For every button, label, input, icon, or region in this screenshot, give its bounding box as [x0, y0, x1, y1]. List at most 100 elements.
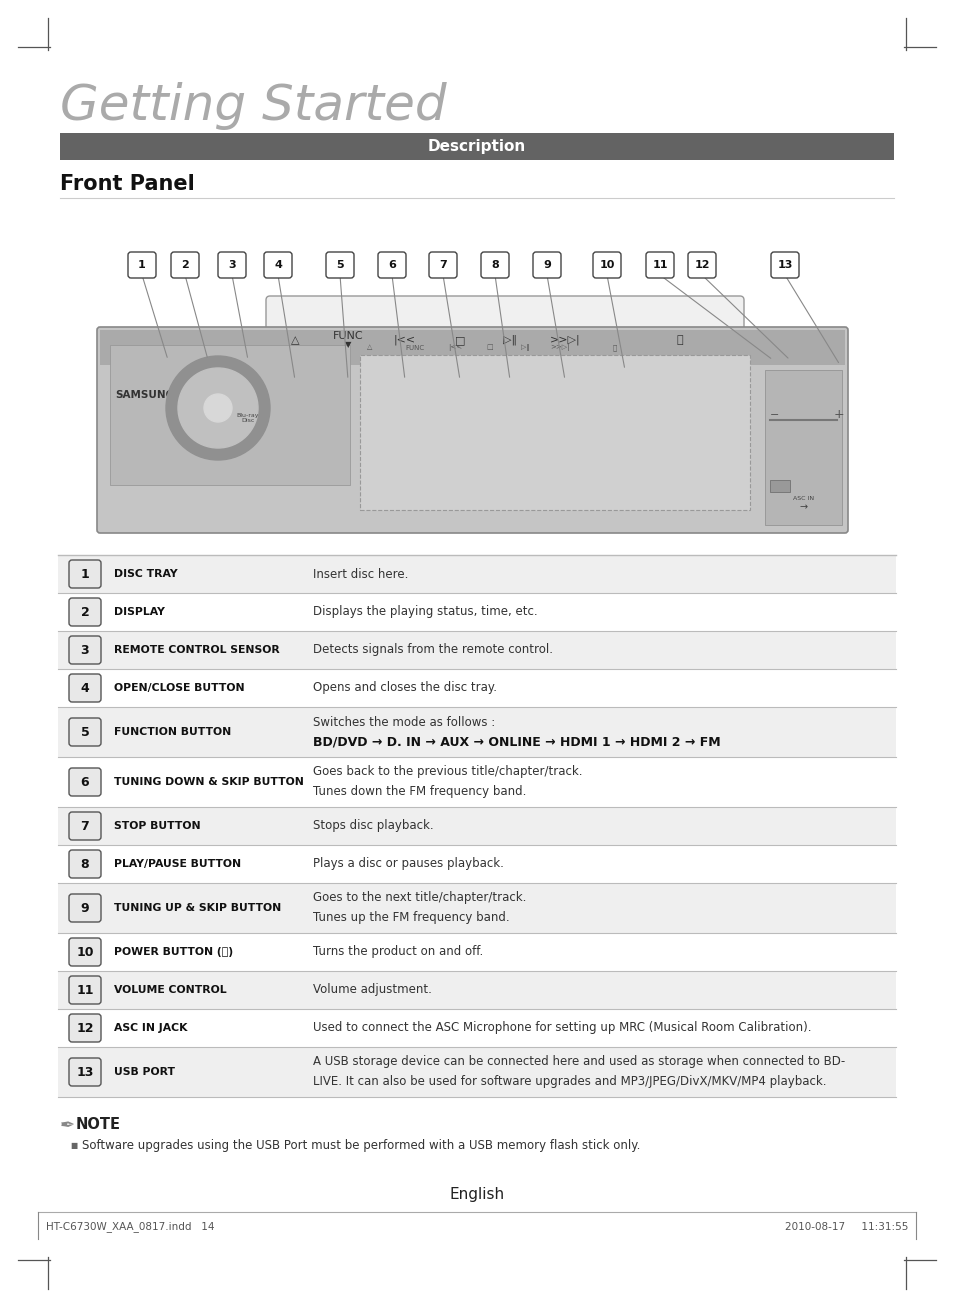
- Text: Displays the playing status, time, etc.: Displays the playing status, time, etc.: [313, 605, 537, 618]
- Text: 12: 12: [694, 260, 709, 271]
- Text: 10: 10: [76, 945, 93, 958]
- FancyBboxPatch shape: [687, 252, 716, 278]
- FancyBboxPatch shape: [69, 812, 101, 840]
- Text: ASC IN: ASC IN: [792, 495, 813, 501]
- FancyBboxPatch shape: [69, 769, 101, 796]
- Text: 9: 9: [81, 902, 90, 915]
- Text: ✒: ✒: [60, 1117, 75, 1134]
- Text: 3: 3: [81, 643, 90, 656]
- Bar: [58, 933, 895, 971]
- Text: Tunes down the FM frequency band.: Tunes down the FM frequency band.: [313, 786, 526, 799]
- Text: 5: 5: [335, 260, 343, 271]
- FancyBboxPatch shape: [69, 559, 101, 588]
- Text: 6: 6: [388, 260, 395, 271]
- Text: Goes to the next title/chapter/track.: Goes to the next title/chapter/track.: [313, 891, 526, 904]
- Text: Detects signals from the remote control.: Detects signals from the remote control.: [313, 643, 553, 656]
- Text: USB PORT: USB PORT: [113, 1067, 174, 1077]
- Text: SAMSUNG: SAMSUNG: [115, 389, 174, 400]
- Text: Stops disc playback.: Stops disc playback.: [313, 819, 434, 833]
- Text: Turns the product on and off.: Turns the product on and off.: [313, 945, 483, 958]
- Text: ▷‖: ▷‖: [520, 344, 529, 352]
- Text: −: −: [769, 410, 779, 420]
- Text: 4: 4: [81, 681, 90, 694]
- Text: Software upgrades using the USB Port must be performed with a USB memory flash s: Software upgrades using the USB Port mus…: [82, 1138, 639, 1151]
- Text: Opens and closes the disc tray.: Opens and closes the disc tray.: [313, 681, 497, 694]
- Text: FUNC: FUNC: [405, 345, 424, 350]
- Text: 13: 13: [777, 260, 792, 271]
- Text: English: English: [449, 1188, 504, 1202]
- Bar: [58, 1009, 895, 1047]
- Text: Used to connect the ASC Microphone for setting up MRC (Musical Room Calibration): Used to connect the ASC Microphone for s…: [313, 1022, 811, 1035]
- Text: Tunes up the FM frequency band.: Tunes up the FM frequency band.: [313, 911, 509, 924]
- FancyBboxPatch shape: [533, 252, 560, 278]
- FancyBboxPatch shape: [266, 295, 743, 384]
- Text: 10: 10: [598, 260, 614, 271]
- Bar: [359, 356, 749, 510]
- Text: DISC TRAY: DISC TRAY: [113, 569, 177, 579]
- Text: 1: 1: [138, 260, 146, 271]
- Text: >>▷|: >>▷|: [549, 335, 579, 345]
- Text: Insert disc here.: Insert disc here.: [313, 567, 408, 580]
- Text: □: □: [455, 335, 465, 345]
- Text: 6: 6: [81, 775, 90, 788]
- FancyBboxPatch shape: [69, 976, 101, 1004]
- Bar: [58, 757, 895, 806]
- Text: FUNCTION BUTTON: FUNCTION BUTTON: [113, 727, 231, 737]
- Text: 2010-08-17     11:31:55: 2010-08-17 11:31:55: [783, 1222, 907, 1233]
- FancyBboxPatch shape: [69, 637, 101, 664]
- Text: STOP BUTTON: STOP BUTTON: [113, 821, 200, 831]
- FancyBboxPatch shape: [69, 718, 101, 746]
- Text: |<<: |<<: [448, 344, 461, 352]
- Text: Volume adjustment.: Volume adjustment.: [313, 983, 432, 996]
- Text: 7: 7: [438, 260, 446, 271]
- Text: 2: 2: [81, 605, 90, 618]
- FancyBboxPatch shape: [770, 252, 799, 278]
- Bar: [58, 884, 895, 933]
- Text: PLAY/PAUSE BUTTON: PLAY/PAUSE BUTTON: [113, 859, 241, 869]
- Bar: [58, 1047, 895, 1097]
- Text: Plays a disc or pauses playback.: Plays a disc or pauses playback.: [313, 857, 503, 870]
- Text: Getting Started: Getting Started: [60, 82, 446, 129]
- Text: A USB storage device can be connected here and used as storage when connected to: A USB storage device can be connected he…: [313, 1056, 844, 1069]
- Text: VOLUME CONTROL: VOLUME CONTROL: [113, 985, 227, 995]
- FancyBboxPatch shape: [480, 252, 509, 278]
- FancyBboxPatch shape: [69, 599, 101, 626]
- FancyBboxPatch shape: [69, 894, 101, 921]
- Bar: [60, 133, 893, 159]
- Text: FUNC: FUNC: [333, 331, 363, 341]
- FancyBboxPatch shape: [128, 252, 156, 278]
- Bar: [58, 669, 895, 707]
- FancyBboxPatch shape: [218, 252, 246, 278]
- Text: 11: 11: [76, 983, 93, 996]
- Text: 7: 7: [81, 819, 90, 833]
- Text: 9: 9: [542, 260, 551, 271]
- Text: BD/DVD → D. IN → AUX → ONLINE → HDMI 1 → HDMI 2 → FM: BD/DVD → D. IN → AUX → ONLINE → HDMI 1 →…: [313, 736, 720, 749]
- Text: 8: 8: [81, 857, 90, 870]
- Bar: [100, 329, 844, 365]
- Text: 13: 13: [76, 1065, 93, 1078]
- Circle shape: [166, 356, 270, 460]
- Text: 8: 8: [491, 260, 498, 271]
- Text: ▷‖: ▷‖: [502, 335, 517, 345]
- FancyBboxPatch shape: [69, 674, 101, 702]
- Text: ⏻: ⏻: [612, 344, 617, 350]
- Text: □: □: [486, 345, 493, 350]
- Text: HT-C6730W_XAA_0817.indd   14: HT-C6730W_XAA_0817.indd 14: [46, 1222, 214, 1233]
- Text: 3: 3: [228, 260, 235, 271]
- Text: ■: ■: [70, 1141, 77, 1150]
- FancyBboxPatch shape: [69, 1057, 101, 1086]
- Text: 2: 2: [181, 260, 189, 271]
- Text: REMOTE CONTROL SENSOR: REMOTE CONTROL SENSOR: [113, 644, 279, 655]
- FancyBboxPatch shape: [171, 252, 199, 278]
- Text: △: △: [367, 345, 373, 350]
- Text: OPEN/CLOSE BUTTON: OPEN/CLOSE BUTTON: [113, 684, 244, 693]
- FancyBboxPatch shape: [264, 252, 292, 278]
- Text: 5: 5: [81, 725, 90, 738]
- FancyBboxPatch shape: [69, 850, 101, 878]
- Text: ⏻: ⏻: [676, 335, 682, 345]
- Text: △: △: [291, 335, 299, 345]
- Bar: [58, 846, 895, 884]
- Bar: [58, 806, 895, 846]
- FancyBboxPatch shape: [593, 252, 620, 278]
- Bar: [764, 370, 841, 525]
